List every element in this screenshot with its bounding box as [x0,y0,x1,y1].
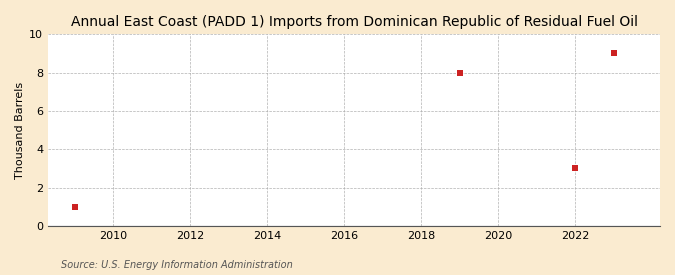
Title: Annual East Coast (PADD 1) Imports from Dominican Republic of Residual Fuel Oil: Annual East Coast (PADD 1) Imports from … [70,15,637,29]
Point [608,51,619,56]
Point [570,166,580,170]
Point [454,70,465,75]
Y-axis label: Thousand Barrels: Thousand Barrels [15,82,25,179]
Point [70,205,80,209]
Text: Source: U.S. Energy Information Administration: Source: U.S. Energy Information Administ… [61,260,292,270]
